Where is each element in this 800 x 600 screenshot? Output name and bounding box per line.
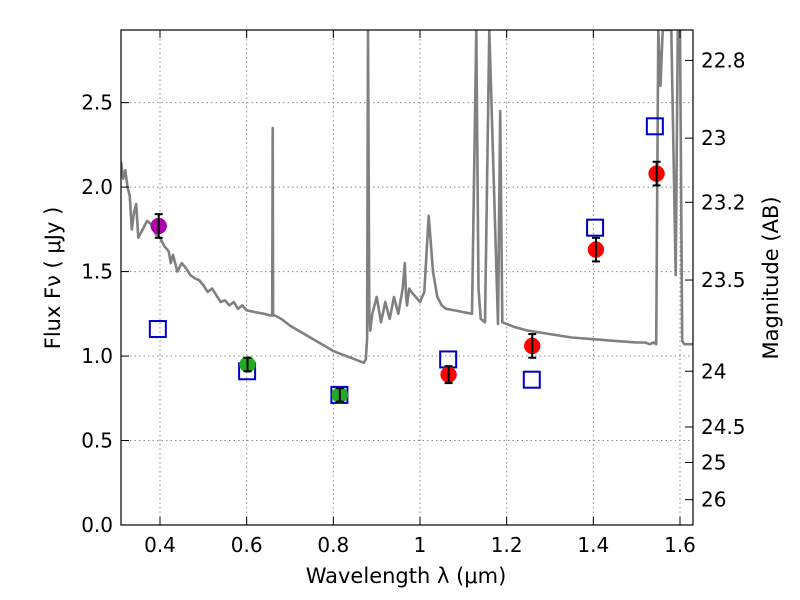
x-tick-label: 0.8 (317, 533, 349, 557)
plot-frame (120, 29, 694, 526)
model-photometry-point (645, 117, 664, 136)
model-spectrum-line (121, 30, 693, 365)
model-photometry-point (522, 370, 541, 389)
right-tick-label: 22.8 (701, 48, 746, 72)
x-axis-label: Wavelength λ (μm) (306, 564, 507, 588)
right-tick-label: 25 (701, 450, 726, 474)
y-tick-label: 0.5 (81, 429, 113, 453)
right-axis-label: Magnitude (AB) (759, 196, 783, 359)
right-tick-label: 24.5 (701, 415, 746, 439)
y-tick-label: 1.5 (81, 260, 113, 284)
y-tick-label: 2.0 (81, 175, 113, 199)
right-tick-label: 26 (701, 488, 726, 512)
x-tick-label: 1.2 (491, 533, 523, 557)
x-tick-label: 1 (414, 533, 427, 557)
axis-ticks: 0.4 0.6 0.8 1 1.2 1.4 1.6 0.0 0.5 1.0 1.5 2.0 2.5 22.… (81, 30, 746, 557)
x-tick-label: 0.6 (231, 533, 263, 557)
y-tick-label: 2.5 (81, 91, 113, 115)
grid-lines (121, 30, 693, 526)
x-tick-label: 1.4 (577, 533, 609, 557)
model-photometry-point (586, 218, 605, 237)
model-photometry-point (148, 320, 167, 339)
x-tick-label: 0.4 (144, 533, 176, 557)
y-tick-label: 0.0 (81, 513, 113, 537)
plot-area (121, 30, 693, 404)
x-tick-label: 1.6 (664, 533, 696, 557)
right-tick-label: 23.5 (701, 268, 746, 292)
right-tick-label: 23 (701, 126, 726, 150)
model-photometry-point (439, 350, 458, 369)
right-tick-label: 24 (701, 359, 726, 383)
y-axis-label: Flux Fν ( μJy ) (41, 207, 65, 350)
right-tick-label: 23.2 (701, 190, 746, 214)
y-tick-label: 1.0 (81, 344, 113, 368)
